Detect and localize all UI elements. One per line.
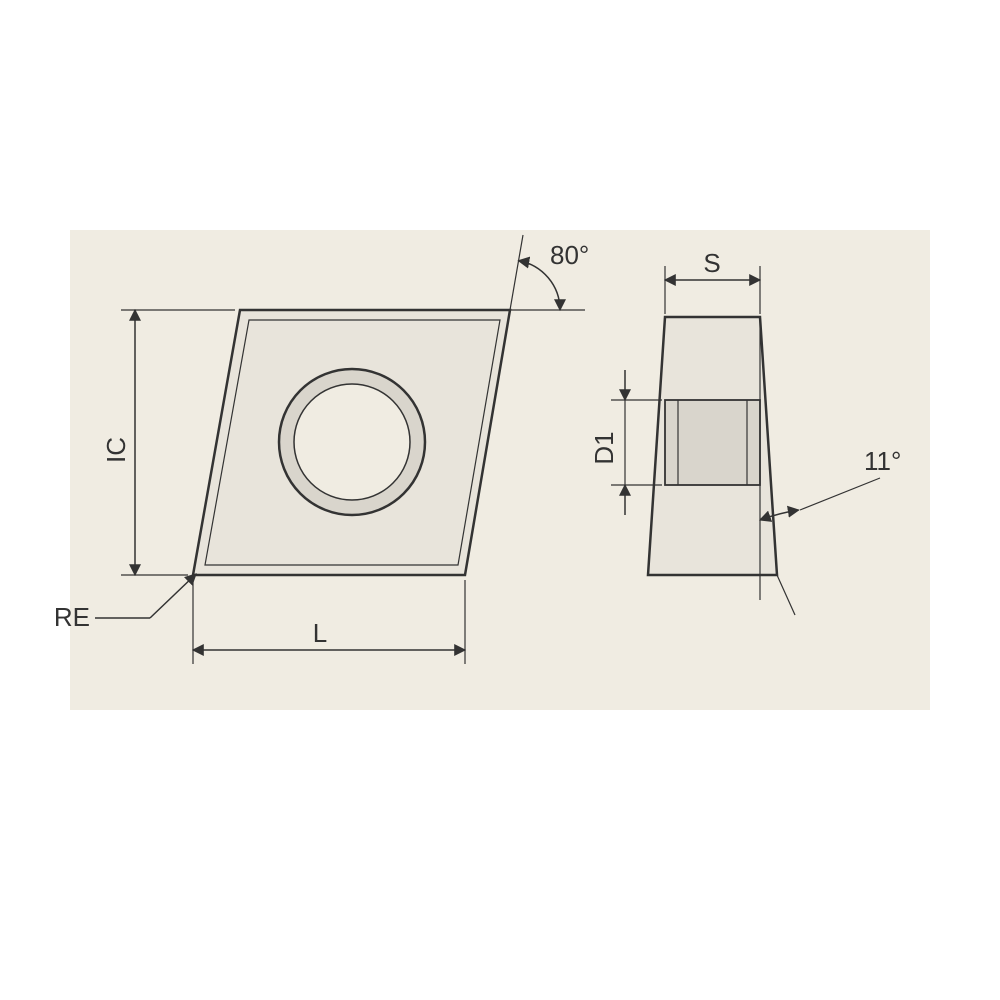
dim-ic-label: IC — [101, 437, 131, 463]
dim-d1-label: D1 — [589, 431, 619, 464]
drawing-canvas: 80° IC L RE — [0, 0, 1000, 1000]
angle-11-label: 11° — [864, 446, 901, 476]
dim-l-label: L — [313, 618, 327, 648]
insert-hole-inner — [294, 384, 410, 500]
angle-80-label: 80° — [550, 240, 589, 270]
dim-re-label: RE — [54, 602, 90, 632]
dim-s-label: S — [703, 248, 720, 278]
side-slot — [665, 400, 760, 485]
panel-bg — [70, 230, 930, 710]
